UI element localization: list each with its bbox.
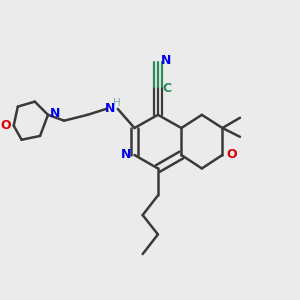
Text: N: N: [161, 54, 171, 67]
Text: N: N: [121, 148, 131, 161]
Text: H: H: [113, 98, 121, 108]
Text: N: N: [50, 107, 60, 120]
Text: O: O: [1, 119, 11, 132]
Text: C: C: [162, 82, 171, 95]
Text: N: N: [105, 103, 115, 116]
Text: O: O: [226, 148, 236, 161]
